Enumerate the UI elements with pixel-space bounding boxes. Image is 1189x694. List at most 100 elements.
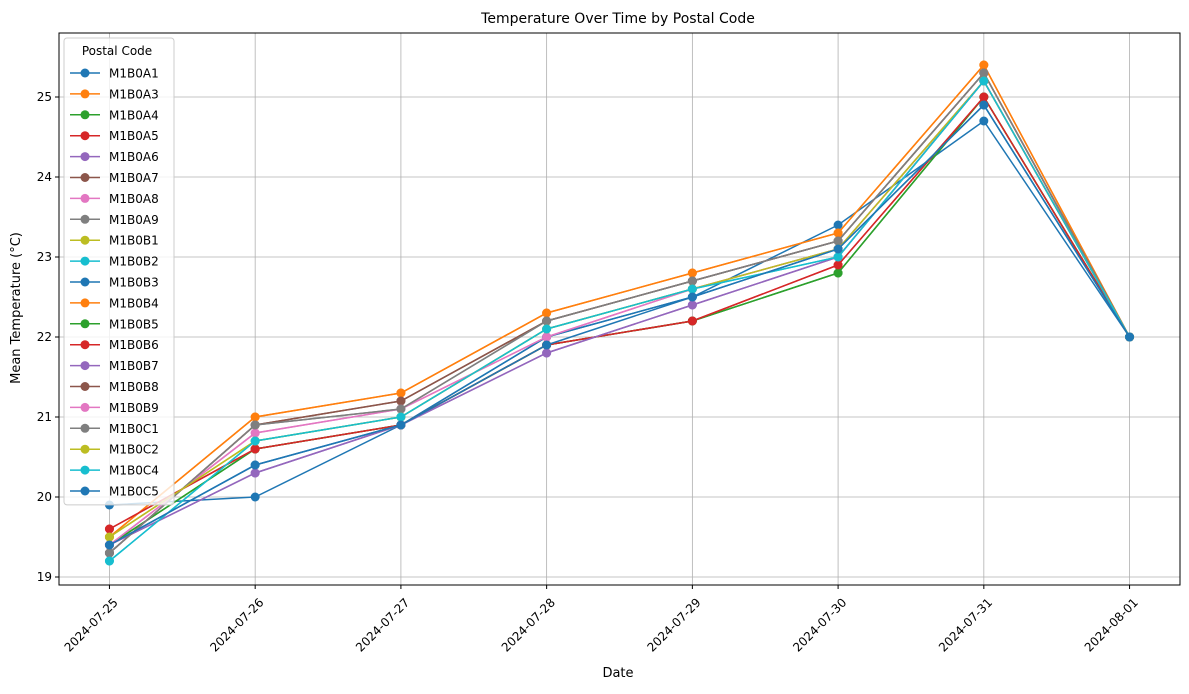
legend-entry: M1B0B9 <box>70 401 159 415</box>
legend-marker <box>80 193 90 203</box>
data-point <box>104 556 114 566</box>
legend-entry: M1B0A3 <box>70 87 159 101</box>
data-point <box>687 268 697 278</box>
data-point <box>979 116 989 126</box>
legend-label: M1B0B2 <box>109 255 159 269</box>
legend-label: M1B0A6 <box>109 150 159 164</box>
legend-marker <box>80 256 90 266</box>
data-point <box>250 436 260 446</box>
plot-frame <box>58 32 1181 586</box>
legend-label: M1B0A7 <box>109 171 159 185</box>
legend-marker <box>80 465 90 475</box>
legend-entry: M1B0B3 <box>70 276 159 290</box>
x-tick-label: 2024-07-30 <box>790 595 849 654</box>
legend-entry: M1B0B5 <box>70 317 159 331</box>
legend-entry: M1B0B8 <box>70 380 159 394</box>
data-point <box>542 324 552 334</box>
legend-marker <box>80 319 90 329</box>
series-line <box>108 63 1131 538</box>
data-point <box>104 524 114 534</box>
y-tick-label: 23 <box>37 250 52 264</box>
series-M1B0B3 <box>104 100 1135 550</box>
series-line <box>109 103 1131 546</box>
data-point <box>104 548 114 558</box>
data-point <box>833 260 843 270</box>
legend-entry: M1B0A8 <box>70 192 159 206</box>
data-point <box>1125 332 1135 342</box>
series-line <box>108 79 1131 546</box>
legend-entry: M1B0A6 <box>70 150 159 164</box>
legend-marker <box>80 131 90 141</box>
legend-entry: M1B0C2 <box>70 443 159 457</box>
legend-marker <box>80 235 90 245</box>
series-M1B0B9 <box>104 76 1135 550</box>
data-point <box>104 540 114 550</box>
data-point <box>979 92 989 102</box>
legend-marker <box>80 68 90 78</box>
x-tick-label: 2024-08-01 <box>1082 595 1141 654</box>
legend-label: M1B0A5 <box>109 129 159 143</box>
data-point <box>687 316 697 326</box>
series-line <box>109 95 1131 530</box>
chart-title: Temperature Over Time by Postal Code <box>480 11 755 27</box>
data-point <box>250 420 260 430</box>
legend-entry: M1B0A9 <box>70 213 159 227</box>
data-point <box>250 468 260 478</box>
legend-label: M1B0B3 <box>109 276 159 290</box>
data-point <box>104 532 114 542</box>
legend-marker <box>80 340 90 350</box>
data-point <box>687 284 697 294</box>
legend-box <box>63 37 175 506</box>
legend-marker <box>80 214 90 224</box>
data-point <box>687 300 697 310</box>
legend-entry: M1B0B1 <box>70 234 159 248</box>
legend-label: M1B0B4 <box>109 296 159 310</box>
data-point <box>687 292 697 302</box>
data-point <box>687 276 697 286</box>
legend-entry: M1B0B6 <box>70 338 159 352</box>
legend: Postal Code M1B0A1 M1B0A3 M1B0A4 M1B0A5 M1B0A… <box>63 37 175 506</box>
legend-marker <box>80 423 90 433</box>
legend-entry: M1B0C4 <box>70 464 159 478</box>
legend-label: M1B0A8 <box>109 192 159 206</box>
legend-label: M1B0C4 <box>109 464 159 478</box>
series-line <box>108 79 1131 562</box>
y-tick-label: 25 <box>37 90 52 104</box>
data-point <box>396 388 406 398</box>
x-tick-label: 2024-07-29 <box>644 595 703 654</box>
legend-marker <box>80 89 90 99</box>
legend-title: Postal Code <box>82 44 152 58</box>
x-tick-label: 2024-07-28 <box>499 595 558 654</box>
data-point <box>979 100 989 110</box>
legend-marker <box>80 361 90 371</box>
data-point <box>833 220 843 230</box>
data-point <box>833 236 843 246</box>
data-point <box>833 268 843 278</box>
data-point <box>833 252 843 262</box>
grid-layer <box>59 33 1180 585</box>
legend-label: M1B0B1 <box>109 234 159 248</box>
data-point <box>396 412 406 422</box>
y-tick-label: 19 <box>37 570 52 584</box>
series-line <box>108 71 1131 554</box>
legend-entry: M1B0A7 <box>70 171 159 185</box>
legend-entry: M1B0B4 <box>70 296 159 310</box>
x-tick-label: 2024-07-31 <box>936 595 995 654</box>
data-point <box>250 492 260 502</box>
x-axis-label: Date <box>602 666 633 681</box>
legend-marker <box>80 173 90 182</box>
legend-label: M1B0B8 <box>109 380 159 394</box>
data-point <box>542 340 552 350</box>
legend-label: M1B0B7 <box>109 359 159 373</box>
y-tick-label: 21 <box>37 410 52 424</box>
data-point <box>542 308 552 318</box>
legend-marker <box>80 444 90 454</box>
legend-label: M1B0B5 <box>109 317 159 331</box>
legend-label: M1B0A4 <box>109 108 159 122</box>
data-point <box>250 444 260 454</box>
series-line <box>109 103 1131 546</box>
data-point <box>833 244 843 254</box>
series-layer <box>104 60 1135 566</box>
legend-label: M1B0B6 <box>109 338 159 352</box>
